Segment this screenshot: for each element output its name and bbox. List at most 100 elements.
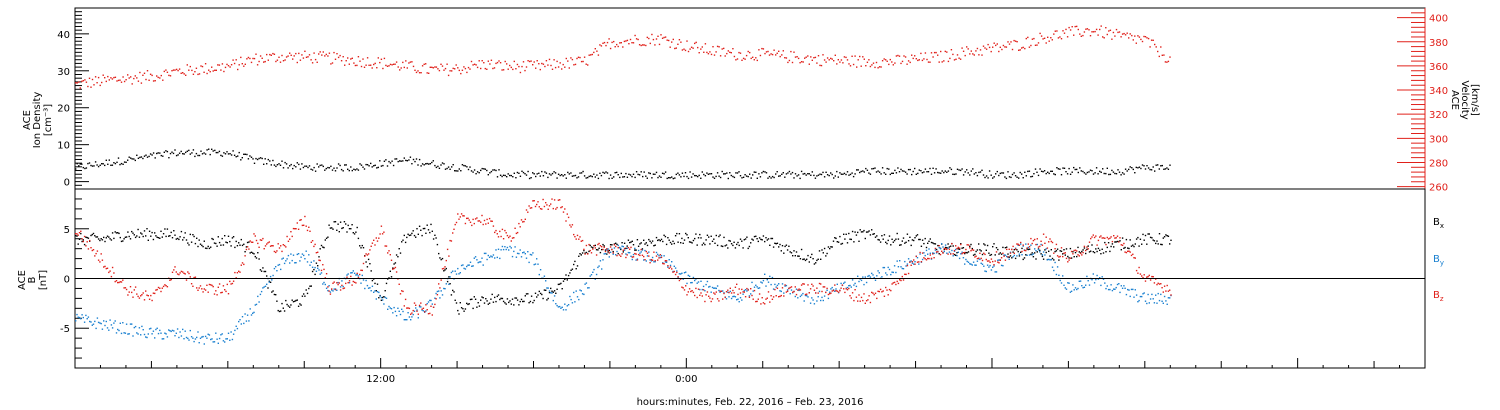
bx-point <box>1073 256 1075 258</box>
by-point <box>705 283 707 286</box>
by-point <box>156 327 158 329</box>
density-point <box>1010 176 1012 179</box>
velocity-point <box>227 65 230 67</box>
density-point <box>154 157 156 159</box>
by-point <box>760 281 762 283</box>
density-point <box>246 153 248 156</box>
bx-point <box>722 245 724 248</box>
bx-point <box>863 229 865 232</box>
bz-point <box>1169 289 1171 291</box>
bz-point <box>441 268 444 270</box>
bx-point <box>1077 246 1079 249</box>
bz-point <box>552 207 554 210</box>
density-point <box>582 170 584 173</box>
bx-point <box>348 228 351 230</box>
density-point <box>1042 171 1044 173</box>
by-point <box>865 281 868 284</box>
velocity-point <box>340 60 343 62</box>
by-point <box>609 251 612 253</box>
velocity-point <box>246 58 248 60</box>
bx-point <box>736 243 738 246</box>
bx-point <box>142 235 144 238</box>
bx-point <box>1032 256 1035 258</box>
density-point <box>314 170 317 172</box>
by-point <box>206 337 208 339</box>
by-point <box>333 288 335 290</box>
velocity-point <box>1060 38 1063 40</box>
bx-point <box>1011 257 1013 259</box>
velocity-point <box>290 54 292 56</box>
bz-point <box>751 294 753 297</box>
by-point <box>132 335 134 337</box>
density-point <box>1083 172 1086 174</box>
by-point <box>487 254 489 257</box>
bx-point <box>109 238 111 240</box>
b-tick-label: 5 <box>64 225 70 236</box>
bx-point <box>794 255 796 257</box>
bz-point <box>644 259 646 261</box>
bx-point <box>646 244 649 247</box>
velocity-point <box>652 38 655 41</box>
bx-point <box>728 239 730 242</box>
bx-point <box>888 235 891 237</box>
bz-point <box>522 221 524 223</box>
velocity-point <box>891 61 893 63</box>
bx-point <box>1009 255 1012 257</box>
bz-point <box>336 282 338 284</box>
density-point <box>843 172 846 175</box>
bx-point <box>820 258 822 260</box>
density-point <box>1114 172 1116 175</box>
by-point <box>415 307 417 309</box>
density-point <box>856 169 858 171</box>
bz-point <box>660 256 663 259</box>
bz-point <box>720 290 723 292</box>
by-point <box>1031 254 1033 256</box>
bx-point <box>830 246 832 248</box>
by-point <box>125 323 128 325</box>
by-point <box>543 275 546 277</box>
by-point <box>637 249 640 252</box>
density-point <box>455 170 457 172</box>
bz-point <box>974 256 976 258</box>
bx-point <box>350 228 352 230</box>
density-point <box>331 169 334 171</box>
bx-point <box>397 256 399 258</box>
by-point <box>111 327 114 329</box>
by-point <box>636 258 639 260</box>
by-point <box>751 281 753 284</box>
density-point <box>102 163 104 165</box>
density-point <box>522 171 525 174</box>
by-point <box>313 260 315 262</box>
bx-point <box>132 232 134 234</box>
by-point <box>529 253 532 256</box>
density-point <box>417 164 419 166</box>
bx-point <box>851 230 854 233</box>
density-point <box>565 177 567 179</box>
bz-point <box>793 290 795 293</box>
density-point <box>781 173 783 175</box>
by-point <box>1073 289 1075 291</box>
bx-point <box>853 241 855 243</box>
bz-point <box>770 295 772 297</box>
bz-point <box>364 255 366 257</box>
by-point <box>497 248 500 250</box>
by-point <box>213 341 216 343</box>
density-point <box>984 176 986 179</box>
by-point <box>1040 243 1042 246</box>
density-point <box>256 158 259 161</box>
by-point <box>445 283 447 285</box>
density-point <box>891 172 893 174</box>
by-point <box>513 250 515 253</box>
by-point <box>1093 282 1096 284</box>
bx-point <box>314 273 316 276</box>
density-point <box>1167 168 1170 170</box>
by-point <box>78 316 81 319</box>
velocity-point <box>817 55 820 57</box>
density-point <box>776 171 778 173</box>
density-point <box>249 155 251 157</box>
density-point <box>203 152 205 154</box>
by-point <box>360 282 362 284</box>
bz-point <box>826 287 828 290</box>
density-point <box>1131 167 1133 169</box>
